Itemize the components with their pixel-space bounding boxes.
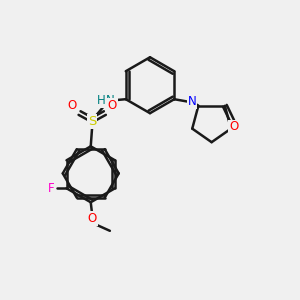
Text: H: H xyxy=(97,94,105,106)
Text: O: O xyxy=(88,212,97,225)
Text: F: F xyxy=(48,182,54,195)
Text: S: S xyxy=(88,116,96,128)
Text: O: O xyxy=(107,99,117,112)
Text: O: O xyxy=(229,121,238,134)
Text: N: N xyxy=(188,95,196,108)
Text: N: N xyxy=(106,94,115,106)
Text: O: O xyxy=(68,99,77,112)
